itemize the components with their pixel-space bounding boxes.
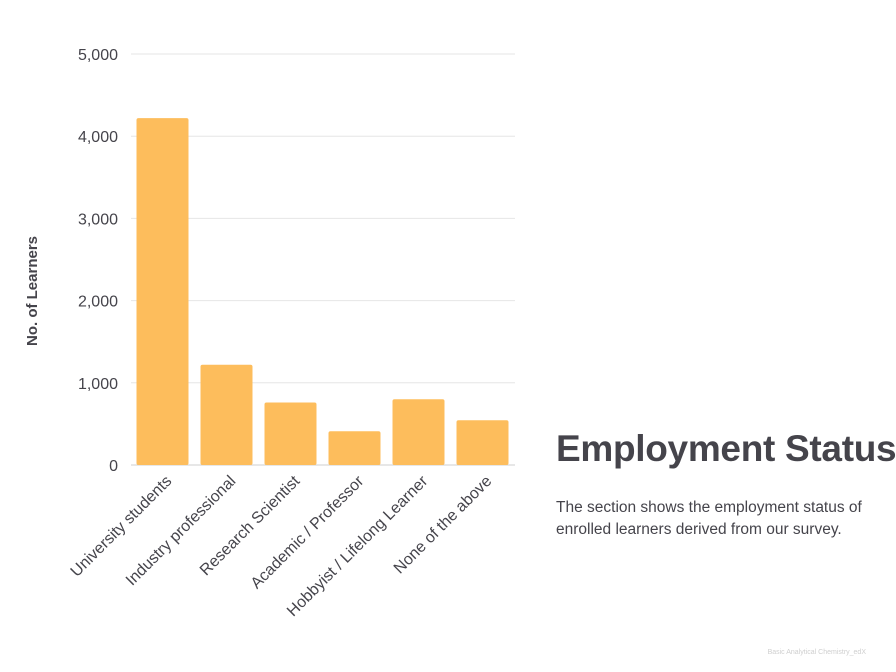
y-axis-label: No. of Learners bbox=[24, 236, 41, 346]
bar-0 bbox=[136, 118, 189, 465]
y-axis-ticks: 0 1,000 2,000 3,000 4,000 5,000 bbox=[78, 47, 118, 475]
x-tick-label: Academic / Professor bbox=[248, 472, 368, 592]
x-tick-label: Industry professional bbox=[123, 473, 239, 589]
bars bbox=[136, 118, 509, 465]
bar-3 bbox=[328, 431, 381, 465]
section-title: Employment Status bbox=[556, 428, 896, 469]
y-tick-label: 5,000 bbox=[78, 47, 118, 64]
y-tick-label: 2,000 bbox=[78, 294, 118, 311]
y-tick-label: 0 bbox=[109, 458, 118, 475]
y-tick-label: 4,000 bbox=[78, 129, 118, 146]
section-description: The section shows the employment status … bbox=[556, 499, 862, 538]
bar-4 bbox=[392, 399, 445, 465]
grid-lines bbox=[131, 53, 515, 466]
y-tick-label: 3,000 bbox=[78, 211, 118, 228]
bar-2 bbox=[264, 402, 317, 465]
bar-1 bbox=[200, 364, 253, 465]
bar-5 bbox=[456, 420, 509, 465]
y-tick-label: 1,000 bbox=[78, 376, 118, 393]
footer-note: Basic Analytical Chemistry_edX bbox=[767, 649, 866, 656]
